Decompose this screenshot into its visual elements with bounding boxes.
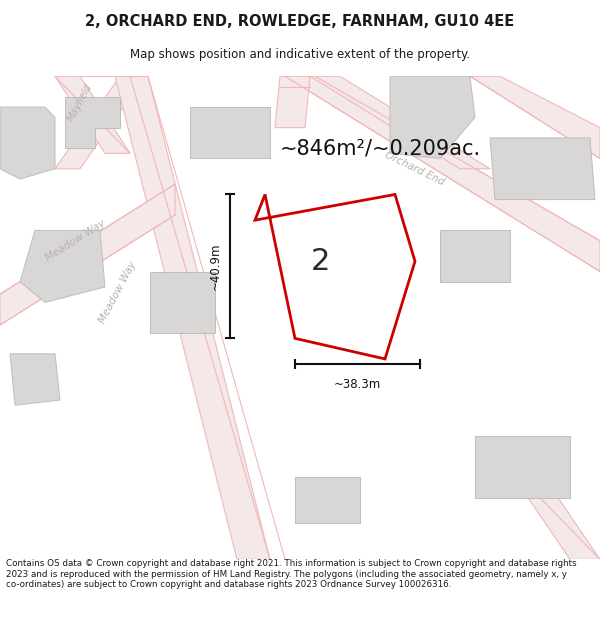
Polygon shape — [55, 76, 130, 153]
Polygon shape — [150, 271, 215, 333]
Text: Contains OS data © Crown copyright and database right 2021. This information is : Contains OS data © Crown copyright and d… — [6, 559, 577, 589]
Text: ~40.9m: ~40.9m — [209, 242, 222, 290]
Text: 2: 2 — [310, 247, 329, 276]
Text: Meadow Way: Meadow Way — [43, 218, 107, 263]
Text: ~846m²/~0.209ac.: ~846m²/~0.209ac. — [280, 138, 481, 158]
Polygon shape — [275, 76, 310, 128]
Polygon shape — [490, 138, 595, 199]
Text: Orchard End: Orchard End — [383, 150, 446, 188]
Polygon shape — [295, 477, 360, 523]
Text: 2, ORCHARD END, ROWLEDGE, FARNHAM, GU10 4EE: 2, ORCHARD END, ROWLEDGE, FARNHAM, GU10 … — [85, 14, 515, 29]
Text: Map shows position and indicative extent of the property.: Map shows position and indicative extent… — [130, 48, 470, 61]
Polygon shape — [390, 76, 475, 159]
Polygon shape — [55, 76, 145, 169]
Text: Meadow Way: Meadow Way — [97, 259, 139, 325]
Polygon shape — [190, 107, 270, 159]
Polygon shape — [285, 76, 600, 271]
Polygon shape — [20, 231, 105, 302]
Polygon shape — [440, 231, 510, 282]
Polygon shape — [475, 436, 570, 498]
Text: Mayfield: Mayfield — [66, 81, 94, 122]
Polygon shape — [255, 194, 415, 359]
Polygon shape — [0, 184, 175, 325]
Polygon shape — [10, 354, 60, 405]
Polygon shape — [0, 107, 55, 179]
Polygon shape — [470, 76, 600, 159]
Polygon shape — [65, 97, 120, 148]
Polygon shape — [115, 76, 270, 559]
Text: ~38.3m: ~38.3m — [334, 379, 381, 391]
Polygon shape — [500, 457, 600, 559]
Polygon shape — [310, 76, 490, 169]
